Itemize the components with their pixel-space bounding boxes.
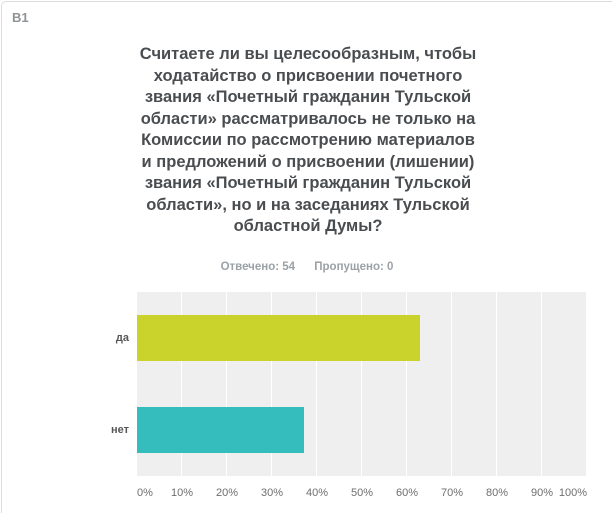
x-tick-label-50pct: 50% xyxy=(350,487,374,499)
skipped-count-label: Пропущено: 0 xyxy=(314,261,394,273)
x-tick-label-10pct: 10% xyxy=(170,487,194,499)
bar-нет[interactable] xyxy=(137,407,304,453)
plot-column: 0% 10% 20% 30% 40% 50% 60% 70% 80% 90% 100% xyxy=(137,292,587,507)
x-tick-label-100pct: 100% xyxy=(558,487,587,499)
category-label-нет: нет xyxy=(110,424,129,436)
bar-chart: да нет 0% 10% 20% 30% 40% 50% 60% 70% 80% 90% 100% xyxy=(105,292,587,507)
question-text: Считаете ли вы целесообразным, чтобы ход… xyxy=(139,45,477,235)
question-number-label: B1 xyxy=(12,10,29,25)
x-tick-label-20pct: 20% xyxy=(215,487,239,499)
response-stats: Отвечено: 54 Пропущено: 0 xyxy=(2,261,612,273)
x-tick-label-0pct: 0% xyxy=(137,487,153,499)
x-tick-label-80pct: 80% xyxy=(485,487,509,499)
x-tick-label-40pct: 40% xyxy=(305,487,329,499)
answered-count-label: Отвечено: 54 xyxy=(220,261,296,273)
bar-да[interactable] xyxy=(137,315,421,361)
plot-area xyxy=(137,292,587,476)
x-tick-label-70pct: 70% xyxy=(440,487,464,499)
category-labels: да нет xyxy=(105,292,137,507)
x-tick-label-60pct: 60% xyxy=(395,487,419,499)
x-tick-label-30pct: 30% xyxy=(260,487,284,499)
category-label-да: да xyxy=(115,332,129,344)
x-tick-label-90pct: 90% xyxy=(530,487,554,499)
x-axis: 0% 10% 20% 30% 40% 50% 60% 70% 80% 90% 100% xyxy=(137,487,587,507)
